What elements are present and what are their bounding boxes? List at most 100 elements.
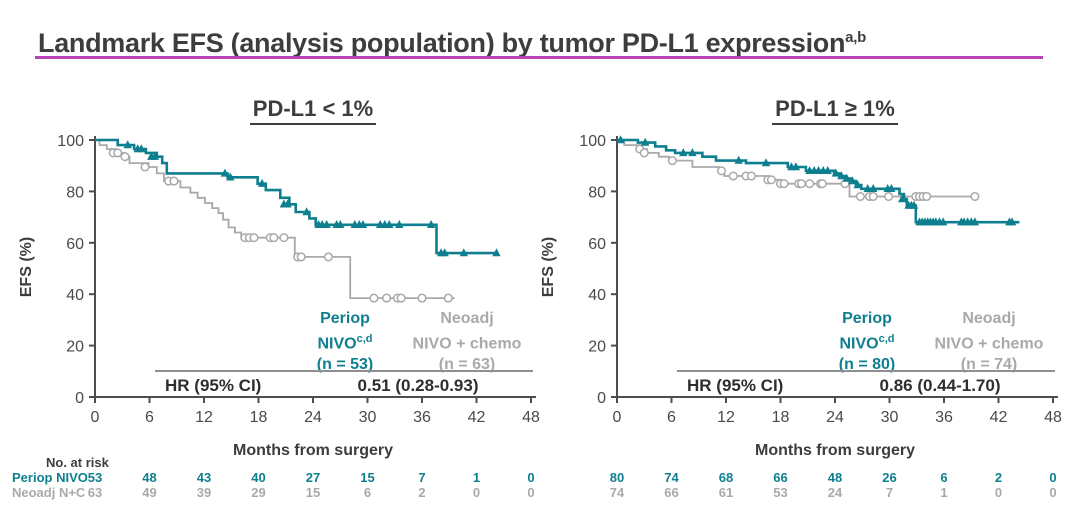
- legend-periop-nivo: Periop NIVOc,d (n = 80): [802, 308, 932, 375]
- km-chart-pdl1-greater-equal-1: 0 20 40 60 80 100 0 6 12 18 24 30 36 42 48: [579, 133, 1062, 426]
- km-curve-neoadj-nivo-chemo: [95, 139, 455, 299]
- y-tick-label: 40: [66, 287, 84, 304]
- legend-drug-name: NIVO: [839, 335, 879, 353]
- risk-count: 0: [1049, 485, 1057, 500]
- legend-line: Periop: [842, 310, 892, 327]
- censor-mark-circle: [269, 233, 279, 243]
- x-tick-label: 12: [195, 409, 213, 426]
- x-tick-label: 48: [522, 409, 540, 426]
- hr-value: 0.51 (0.28-0.93): [357, 376, 479, 395]
- legend-line: Neoadj: [440, 310, 494, 327]
- risk-count: 6: [940, 470, 948, 485]
- censor-mark-triangle: [426, 220, 436, 228]
- x-tick-label: 42: [468, 409, 486, 426]
- risk-count: 27: [305, 470, 321, 485]
- risk-count: 0: [527, 485, 535, 500]
- censor-mark-circle: [817, 179, 827, 189]
- censor-mark-circle: [667, 156, 677, 166]
- x-axis-label: Months from surgery: [232, 442, 393, 459]
- y-axis-label: EFS (%): [540, 236, 557, 298]
- hazard-ratio-box: HR (95% CI) 0.86 (0.44-1.70): [677, 370, 1055, 398]
- censor-mark-triangle: [150, 151, 160, 160]
- y-tick-label: 40: [588, 287, 606, 304]
- censor-mark-triangle: [761, 158, 771, 167]
- risk-count: 68: [718, 470, 734, 485]
- legend-neoadj-nivo-chemo: Neoadj NIVO + chemo (n = 74): [904, 308, 1074, 375]
- risk-count: 66: [773, 470, 788, 485]
- censor-mark-circle: [369, 293, 379, 303]
- panel-pdl1-less-than-1: PD-L1 < 1% EFS (%) 0 20 40 60 80 100 0 6 12 18 24 3…: [18, 70, 540, 514]
- x-tick-label: 18: [250, 409, 268, 426]
- censor-mark-circle: [443, 293, 453, 303]
- censor-mark-circle: [279, 233, 289, 243]
- risk-count: 39: [196, 485, 212, 500]
- y-tick-label: 80: [66, 184, 84, 201]
- risk-count: 26: [882, 470, 897, 485]
- censor-mark-circle: [884, 191, 894, 202]
- censor-mark-triangle: [823, 166, 832, 174]
- censor-mark-triangle: [887, 184, 896, 192]
- x-axis-label: Months from surgery: [754, 442, 915, 459]
- risk-count: 7: [885, 485, 894, 500]
- censor-mark-triangle: [459, 248, 468, 257]
- censor-mark-triangle: [322, 220, 331, 228]
- censor-mark-triangle: [395, 220, 404, 228]
- risk-count: 43: [196, 470, 212, 485]
- risk-count: 48: [142, 470, 157, 485]
- censor-mark-circle: [249, 233, 259, 243]
- censor-mark-circle: [922, 191, 932, 202]
- km-chart-pdl1-less-than-1: 0 20 40 60 80 100 0 6 12 18 24 30 36 42 48: [57, 133, 540, 426]
- risk-count: 1: [940, 485, 948, 500]
- censor-mark-circle: [382, 293, 392, 303]
- x-tick-label: 6: [667, 409, 676, 426]
- censor-mark-triangle: [863, 184, 872, 192]
- censor-mark-circle: [805, 179, 815, 189]
- risk-count: 1: [472, 470, 481, 485]
- y-tick-label: 100: [57, 133, 84, 150]
- censor-mark-circle: [323, 252, 333, 262]
- hr-label: HR (95% CI): [165, 376, 262, 395]
- censor-mark-triangle: [257, 178, 267, 187]
- censor-mark-triangle: [837, 171, 846, 180]
- y-tick-label: 0: [75, 390, 84, 407]
- y-tick-label: 60: [588, 236, 606, 253]
- censor-mark-triangle: [938, 217, 948, 226]
- legend-superscript: c,d: [878, 333, 895, 345]
- legend-superscript: c,d: [356, 333, 373, 345]
- legend-neoadj-nivo-chemo: Neoadj NIVO + chemo (n = 63): [382, 308, 552, 375]
- censor-mark-circle: [113, 148, 123, 158]
- y-tick-label: 20: [66, 339, 84, 356]
- censor-mark-triangle: [688, 148, 697, 157]
- risk-row-label-periop-nivo: Periop NIVO: [12, 470, 88, 485]
- legend-line: Periop: [320, 310, 370, 327]
- risk-count: 0: [472, 485, 481, 500]
- censor-mark-triangle: [970, 217, 980, 226]
- hazard-ratio-box: HR (95% CI) 0.51 (0.28-0.93): [155, 370, 533, 398]
- title-underline-rule: [35, 56, 1043, 59]
- risk-row-label-neoadj-nc: Neoadj N+C: [12, 485, 86, 500]
- censor-mark-triangle: [641, 137, 650, 146]
- legend-drug-name: NIVO + chemo: [934, 335, 1044, 353]
- risk-count: 74: [609, 485, 625, 500]
- censor-mark-triangle: [842, 173, 851, 182]
- censor-mark-triangle: [898, 194, 907, 203]
- panel-pdl1-greater-equal-1: PD-L1 ≥ 1% EFS (%) 0 20 40 60 80 100 0 6 12 18 24 3…: [540, 70, 1062, 514]
- panel-heading: PD-L1 < 1%: [95, 96, 531, 126]
- x-tick-label: 42: [990, 409, 1008, 426]
- legend-n-count: (n = 63): [438, 356, 496, 374]
- risk-table-values: 53 48 43 40 27 15 7 1 0 63 49 39 29 15 6 2 0 0: [35, 470, 540, 502]
- risk-table-heading: No. at risk: [46, 455, 109, 470]
- legend-n-count: (n = 53): [316, 356, 374, 374]
- risk-count: 53: [87, 470, 103, 485]
- x-tick-label: 0: [91, 409, 100, 426]
- legend-line: Neoadj: [962, 310, 1016, 327]
- censor-mark-triangle: [734, 155, 743, 164]
- y-axis-label: EFS (%): [18, 236, 35, 298]
- censor-mark-triangle: [853, 180, 862, 189]
- censor-mark-circle: [855, 191, 865, 202]
- censor-mark-circle: [868, 191, 878, 202]
- censor-mark-triangle: [440, 248, 449, 257]
- page-title: Landmark EFS (analysis population) by tu…: [38, 28, 866, 59]
- legend-line: NIVO + chemo: [904, 329, 1074, 354]
- x-tick-label: 6: [145, 409, 154, 426]
